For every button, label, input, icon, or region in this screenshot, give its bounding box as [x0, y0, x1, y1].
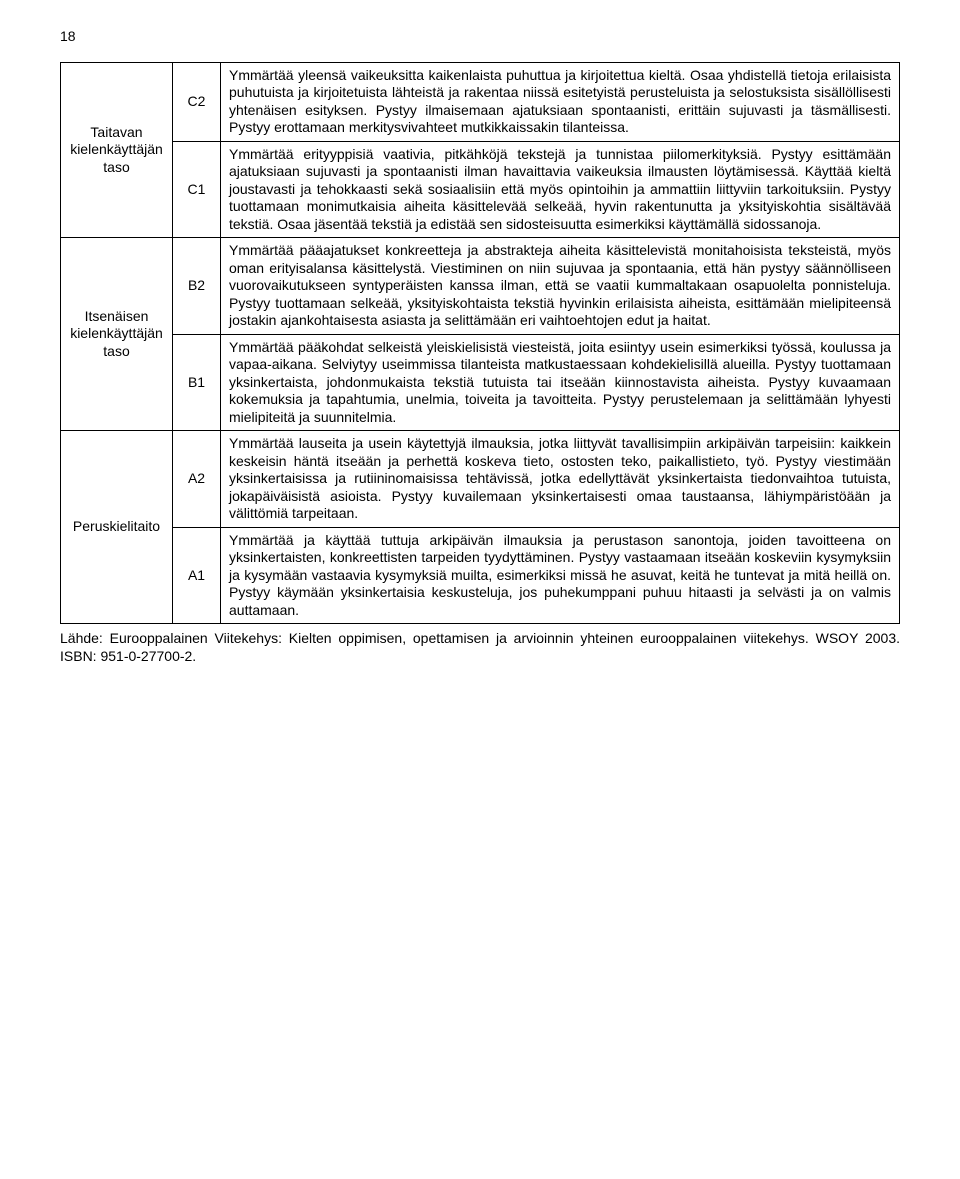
- level-code: C2: [173, 62, 221, 141]
- level-code: B1: [173, 334, 221, 431]
- level-desc: Ymmärtää pääkohdat selkeistä yleiskielis…: [221, 334, 900, 431]
- table-row: Peruskielitaito A2 Ymmärtää lauseita ja …: [61, 431, 900, 528]
- page-number: 18: [60, 28, 900, 46]
- table-row: B1 Ymmärtää pääkohdat selkeistä yleiskie…: [61, 334, 900, 431]
- table-row: A1 Ymmärtää ja käyttää tuttuja arkipäivä…: [61, 527, 900, 624]
- level-desc: Ymmärtää erityyppisiä vaativia, pitkähkö…: [221, 141, 900, 238]
- source-citation: Lähde: Eurooppalainen Viitekehys: Kielte…: [60, 630, 900, 665]
- group-label: Peruskielitaito: [61, 431, 173, 624]
- level-code: A2: [173, 431, 221, 528]
- table-row: Taitavan kielenkäyttäjän taso C2 Ymmärtä…: [61, 62, 900, 141]
- table-row: Itsenäisen kielenkäyttäjän taso B2 Ymmär…: [61, 238, 900, 335]
- level-desc: Ymmärtää yleensä vaikeuksitta kaikenlais…: [221, 62, 900, 141]
- level-code: C1: [173, 141, 221, 238]
- group-label: Itsenäisen kielenkäyttäjän taso: [61, 238, 173, 431]
- level-code: B2: [173, 238, 221, 335]
- level-desc: Ymmärtää pääajatukset konkreetteja ja ab…: [221, 238, 900, 335]
- level-desc: Ymmärtää ja käyttää tuttuja arkipäivän i…: [221, 527, 900, 624]
- level-desc: Ymmärtää lauseita ja usein käytettyjä il…: [221, 431, 900, 528]
- level-code: A1: [173, 527, 221, 624]
- cefr-table: Taitavan kielenkäyttäjän taso C2 Ymmärtä…: [60, 62, 900, 625]
- group-label: Taitavan kielenkäyttäjän taso: [61, 62, 173, 238]
- table-row: C1 Ymmärtää erityyppisiä vaativia, pitkä…: [61, 141, 900, 238]
